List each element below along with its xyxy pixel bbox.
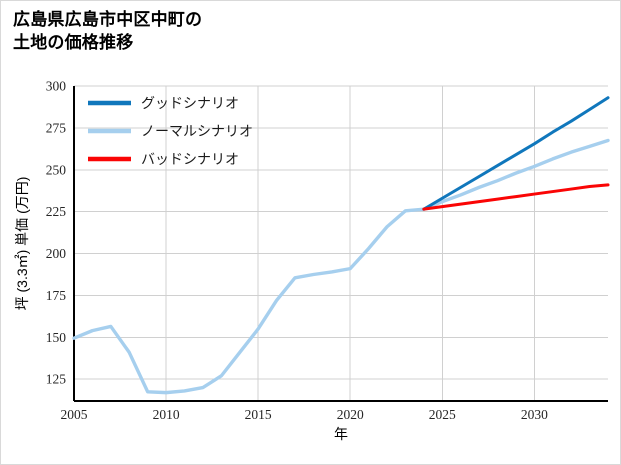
y-axis-title: 坪 (3.3㎡) 単価 (万円) [14, 177, 30, 311]
series-lines-group [72, 96, 610, 395]
y-tick-label: 250 [46, 162, 67, 177]
y-tick-label: 125 [46, 372, 67, 387]
axes-group [72, 86, 608, 403]
x-tick-label: 2020 [337, 407, 364, 422]
y-tick-label: 300 [46, 79, 67, 94]
x-axis-title: 年 [334, 426, 348, 442]
x-tick-label: 2015 [245, 407, 272, 422]
x-tick-label: 2025 [429, 407, 456, 422]
series-line-good [422, 96, 610, 211]
legend-label-good: グッドシナリオ [141, 96, 239, 112]
x-tick-label: 2010 [153, 407, 180, 422]
x-tick-label: 2030 [521, 407, 548, 422]
y-tick-label: 225 [46, 204, 67, 219]
legend-label-bad: バッドシナリオ [141, 153, 239, 168]
page-title: 広島県広島市中区中町の 土地の価格推移 [13, 10, 203, 52]
series-line-normal [72, 138, 610, 395]
legend-label-normal: ノーマルシナリオ [141, 125, 253, 140]
series-line-bad [422, 183, 610, 211]
y-tick-label: 275 [46, 120, 67, 135]
x-axis-tick-labels: 2005 2010 2015 2020 2025 2030 [61, 407, 549, 422]
y-axis-tick-labels: 125 150 175 200 225 250 275 300 [46, 79, 67, 387]
gridlines-group [73, 85, 608, 401]
x-tick-label: 2005 [61, 407, 88, 422]
y-tick-label: 150 [46, 330, 67, 345]
y-tick-label: 175 [46, 288, 67, 303]
y-tick-label: 200 [46, 246, 67, 261]
